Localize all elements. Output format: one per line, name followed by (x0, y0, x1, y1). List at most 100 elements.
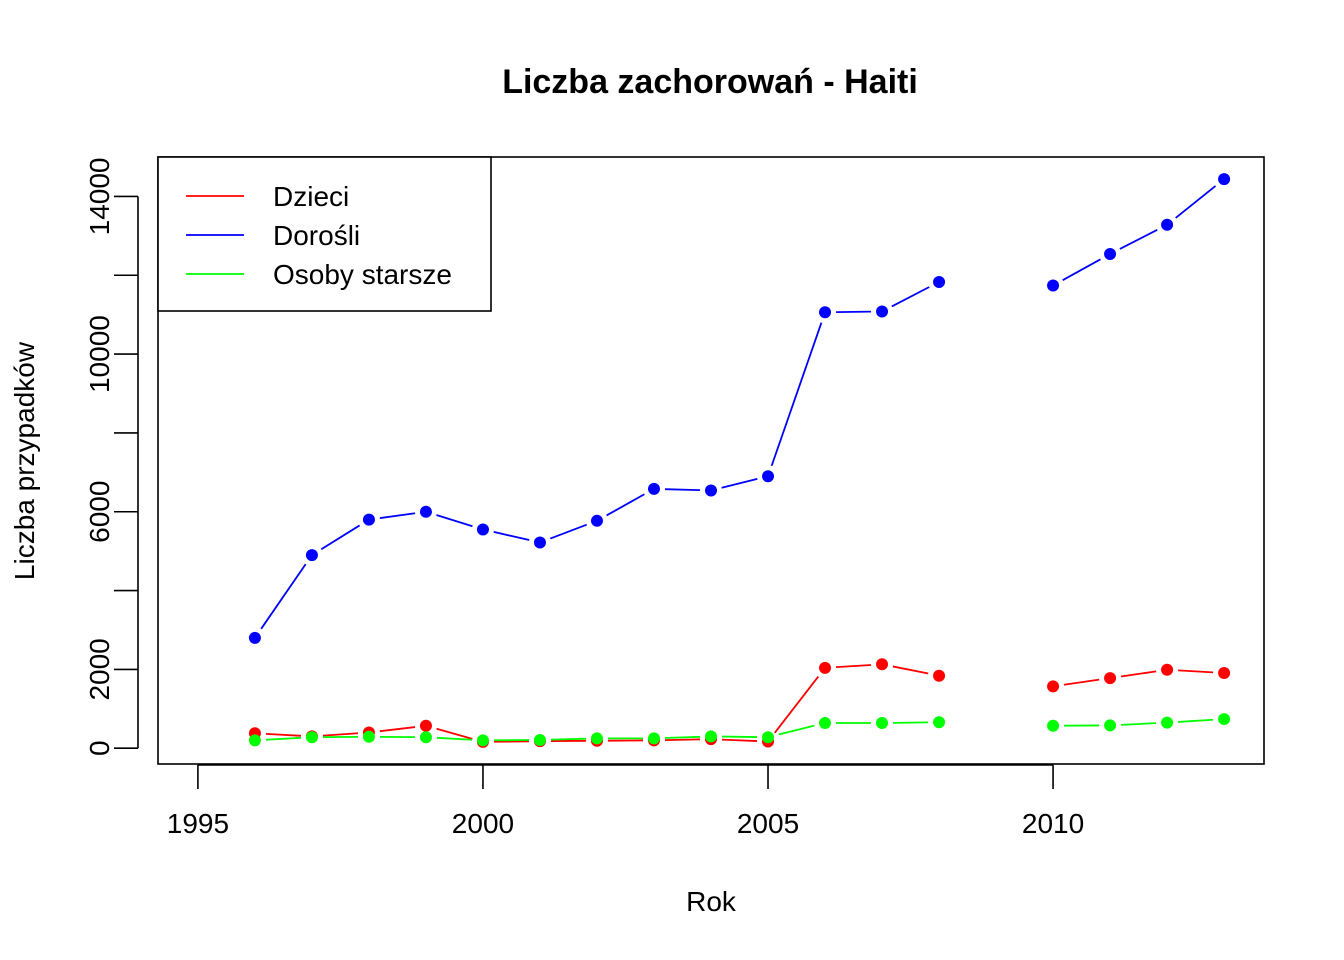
series-segment (664, 488, 701, 492)
y-tick-label: 10000 (84, 315, 115, 393)
data-point (876, 717, 889, 730)
series-segment (721, 478, 758, 489)
data-point (590, 732, 603, 745)
series-segment (320, 524, 361, 551)
data-point (1104, 672, 1117, 685)
data-point (533, 536, 546, 549)
x-axis-label: Rok (686, 886, 737, 917)
data-point (305, 731, 318, 744)
series-0 (248, 658, 1231, 748)
data-point (476, 523, 489, 536)
data-point (1047, 719, 1060, 732)
series-segment (493, 531, 530, 541)
data-point (705, 484, 717, 497)
data-point (419, 719, 432, 732)
data-point (419, 505, 432, 518)
series-layer (248, 173, 1231, 748)
data-point (819, 661, 832, 674)
data-point (933, 669, 946, 682)
y-tick-label: 14000 (84, 157, 115, 235)
series-segment (322, 732, 359, 737)
plot-frame (157, 156, 1265, 765)
series-segment (436, 514, 473, 528)
series-segment (1120, 670, 1157, 678)
data-point (762, 731, 775, 744)
series-segment (1178, 718, 1214, 723)
series-segment (260, 563, 307, 630)
data-point (1218, 666, 1231, 679)
series-segment (774, 675, 820, 734)
data-point (248, 631, 261, 644)
data-point (419, 731, 432, 744)
series-segment (1063, 678, 1100, 686)
data-point (705, 730, 717, 743)
legend-label: Dzieci (273, 181, 349, 212)
data-point (248, 734, 261, 747)
y-axis: 0 2000 6000 10000 14000 (84, 157, 139, 756)
series-segment (1062, 258, 1101, 281)
x-axis: 1995 2000 2005 2010 (167, 764, 1084, 839)
chart-title: Liczba zachorowań - Haiti (502, 63, 918, 101)
data-point (933, 716, 946, 729)
series-segment (379, 512, 416, 520)
series-segment (721, 738, 758, 742)
series-segment (265, 732, 301, 737)
series-segment (549, 523, 588, 540)
x-tick-label: 2000 (452, 808, 514, 839)
series-segment (778, 724, 815, 736)
x-tick-label: 1995 (167, 808, 229, 839)
data-point (362, 730, 375, 743)
data-point (819, 306, 832, 319)
series-segment (891, 286, 930, 308)
series-segment (835, 664, 872, 669)
series-segment (606, 493, 645, 517)
data-point (876, 305, 889, 318)
data-point (533, 733, 546, 746)
data-point (1218, 713, 1231, 726)
series-segment (664, 738, 701, 742)
series-segment (1121, 722, 1157, 726)
data-point (1104, 719, 1117, 732)
data-point (1161, 218, 1174, 231)
series-segment (436, 727, 473, 740)
data-point (1161, 716, 1174, 729)
x-tick-label: 2010 (1022, 808, 1084, 839)
data-point (1218, 173, 1231, 186)
data-point (933, 275, 946, 288)
data-point (476, 734, 489, 747)
series-segment (265, 736, 301, 741)
legend-label: Osoby starsze (273, 259, 452, 290)
data-point (762, 470, 775, 483)
series-segment (892, 665, 929, 675)
data-point (1047, 279, 1060, 292)
y-tick-label: 6000 (84, 481, 115, 543)
data-point (305, 549, 318, 562)
legend-label: Dorośli (273, 220, 360, 251)
data-point (1047, 680, 1060, 693)
series-segment (1178, 669, 1214, 674)
series-2 (248, 713, 1231, 747)
series-segment (770, 322, 823, 467)
series-segment (436, 736, 473, 741)
data-point (1161, 663, 1174, 676)
series-1 (248, 173, 1231, 644)
data-point (590, 514, 603, 527)
data-point (362, 513, 375, 526)
data-point (647, 482, 660, 495)
series-segment (550, 737, 587, 741)
data-point (1104, 247, 1117, 260)
y-tick-label: 0 (84, 740, 115, 756)
x-tick-label: 2005 (737, 808, 799, 839)
series-segment (1175, 185, 1217, 219)
series-segment (664, 735, 701, 739)
series-segment (1119, 229, 1158, 250)
data-point (876, 658, 889, 671)
series-segment (379, 726, 416, 733)
data-point (819, 717, 832, 730)
legend: Dzieci Dorośli Osoby starsze (157, 156, 492, 312)
legend-box (157, 156, 492, 312)
y-axis-label: Liczba przypadków (9, 341, 40, 580)
data-point (647, 732, 660, 745)
y-tick-label: 2000 (84, 638, 115, 700)
